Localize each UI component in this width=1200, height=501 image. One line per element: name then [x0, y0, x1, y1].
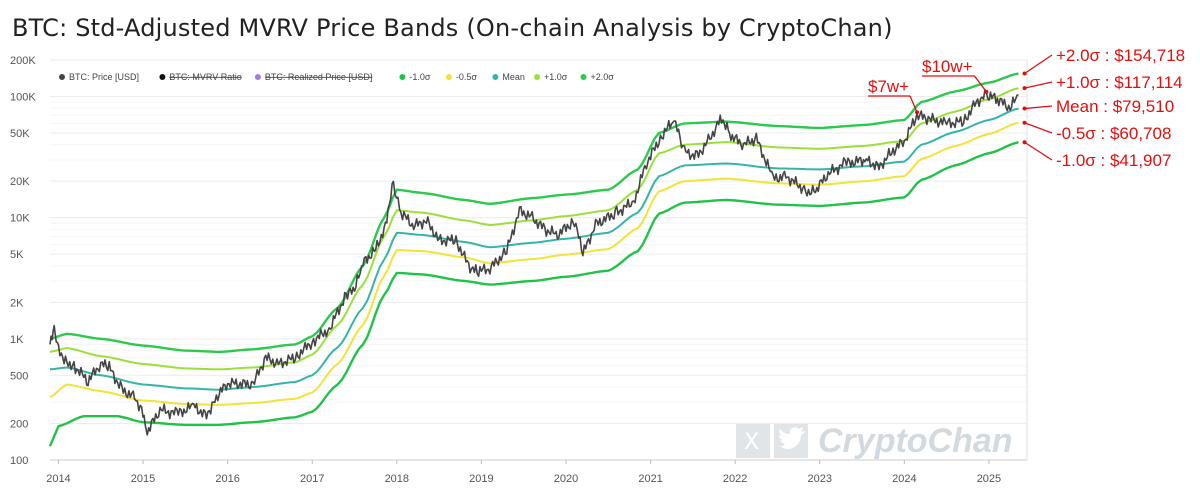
legend-label-btc-realized-price-usd-: BTC: Realized Price [USD]: [265, 72, 373, 82]
band-series: [48, 72, 1019, 447]
legend-label--2-0-: +2.0σ: [591, 72, 615, 82]
band-arrowhead-mean: [1022, 106, 1027, 111]
legend-swatch-btc-realized-price-usd-: [254, 74, 261, 80]
x-tick-2015: 2015: [131, 473, 155, 485]
annotations: $7w+ $10w+: [868, 57, 989, 115]
band-arrowhead--0-5-: [1022, 120, 1027, 125]
annotation-arrowhead-7w: [915, 110, 920, 115]
watermark-text: CryptoChan: [818, 422, 1013, 460]
y-tick-1K: 1K: [10, 334, 24, 346]
y-tick-50K: 50K: [10, 128, 30, 140]
legend-swatch--0-5-: [445, 74, 452, 80]
x-logo-glyph: X: [744, 430, 759, 455]
y-tick-500: 500: [10, 370, 28, 382]
series-line--1-0-: [48, 141, 1019, 447]
band-label--0-5-: -0.5σ : $60,708: [1056, 124, 1171, 143]
annotation-7w: $7w+: [868, 77, 909, 96]
series-line--2-0-: [49, 72, 1019, 354]
x-tick-2021: 2021: [638, 473, 662, 485]
y-tick-2K: 2K: [10, 297, 24, 309]
x-tick-2016: 2016: [215, 473, 239, 485]
legend-item--1-0-[interactable]: +1.0σ: [534, 72, 568, 82]
legend-swatch-mean: [492, 74, 499, 80]
y-tick-100K: 100K: [10, 91, 36, 103]
legend-label-btc-mvrv-ratio: BTC: MVRV Ratio: [169, 72, 241, 82]
band-label--2-0-: +2.0σ : $154,718: [1056, 46, 1185, 65]
x-tick-2014: 2014: [46, 473, 70, 485]
legend-item--2-0-[interactable]: +2.0σ: [580, 72, 615, 82]
legend[interactable]: BTC: Price [USD] BTC: MVRV Ratio BTC: Real…: [59, 72, 614, 82]
x-tick-2017: 2017: [300, 473, 324, 485]
band-label--1-0-: -1.0σ : $41,907: [1056, 151, 1171, 170]
band-label-mean: Mean : $79,510: [1056, 97, 1174, 116]
y-tick-200: 200: [10, 419, 28, 431]
band-arrow-mean: [1024, 105, 1053, 110]
x-tick-2024: 2024: [892, 473, 916, 485]
legend-label--1-0-: +1.0σ: [544, 72, 568, 82]
series-line--1-0-: [49, 87, 1019, 371]
legend-item--0-5-[interactable]: -0.5σ: [445, 72, 478, 82]
x-tick-2019: 2019: [469, 473, 493, 485]
chart-title: BTC: Std-Adjusted MVRV Price Bands (On-c…: [12, 14, 893, 42]
y-tick-5K: 5K: [10, 249, 24, 261]
legend-label-btc-price-usd-: BTC: Price [USD]: [69, 72, 139, 82]
legend-label-mean: Mean: [502, 72, 525, 82]
x-logo-icon: [736, 424, 770, 458]
legend-item-btc-realized-price-usd-[interactable]: BTC: Realized Price [USD]: [254, 72, 373, 82]
legend-swatch-btc-price-usd-: [59, 74, 65, 80]
band-arrow--1-0-: [1024, 141, 1053, 161]
watermark: X CryptoChan: [736, 422, 1013, 460]
x-tick-2025: 2025: [977, 473, 1001, 485]
series-line-btc-price-usd-: [49, 88, 1019, 436]
legend-swatch--2-0-: [580, 74, 587, 80]
annotation-arrow-10w: [973, 75, 987, 93]
x-tick-2018: 2018: [385, 473, 409, 485]
price-series: [49, 88, 1019, 436]
y-axis-ticks: 100 200 500 1K 2K 5K 10K 20K 50K 100K 200K: [10, 55, 36, 467]
legend-swatch-btc-mvrv-ratio: [159, 74, 166, 80]
gridlines: [50, 59, 1027, 461]
band-arrow--1-0-: [1024, 81, 1053, 89]
series-line-mean: [49, 107, 1019, 391]
legend-item--1-0-[interactable]: -1.0σ: [399, 72, 431, 82]
band-arrow--2-0-: [1024, 54, 1053, 75]
axes: [50, 60, 1028, 461]
legend-label--1-0-: -1.0σ: [409, 72, 431, 82]
legend-item-btc-mvrv-ratio[interactable]: BTC: MVRV Ratio: [159, 72, 242, 82]
annotation-arrow-7w: [909, 95, 918, 113]
band-arrowhead--1-0-: [1022, 86, 1027, 91]
band-arrowhead--2-0-: [1022, 71, 1027, 76]
y-tick-200K: 200K: [10, 55, 36, 67]
annotation-10w: $10w+: [922, 57, 973, 76]
y-tick-20K: 20K: [10, 176, 30, 188]
band-value-labels: +2.0σ : $154,718 +1.0σ : $117,114 Mean : $…: [1022, 46, 1185, 170]
y-tick-100: 100: [10, 455, 28, 467]
x-tick-2020: 2020: [554, 473, 578, 485]
annotation-arrowhead-10w: [984, 89, 989, 94]
legend-swatch--1-0-: [399, 74, 406, 80]
band-arrow--0-5-: [1024, 122, 1053, 134]
band-arrowhead--1-0-: [1022, 140, 1027, 145]
x-tick-2023: 2023: [808, 473, 832, 485]
x-axis-ticks: 2014 2015 2016 2017 2018 2019 2020 2021 2022 2023…: [46, 460, 1001, 485]
twitter-bird-glyph: [777, 427, 805, 450]
y-tick-10K: 10K: [10, 213, 30, 225]
legend-label--0-5-: -0.5σ: [456, 72, 478, 82]
band-label--1-0-: +1.0σ : $117,114: [1056, 73, 1183, 92]
legend-item-mean[interactable]: Mean: [492, 72, 525, 82]
legend-swatch--1-0-: [534, 74, 540, 80]
x-tick-2022: 2022: [723, 473, 747, 485]
legend-item-btc-price-usd-[interactable]: BTC: Price [USD]: [59, 72, 139, 82]
